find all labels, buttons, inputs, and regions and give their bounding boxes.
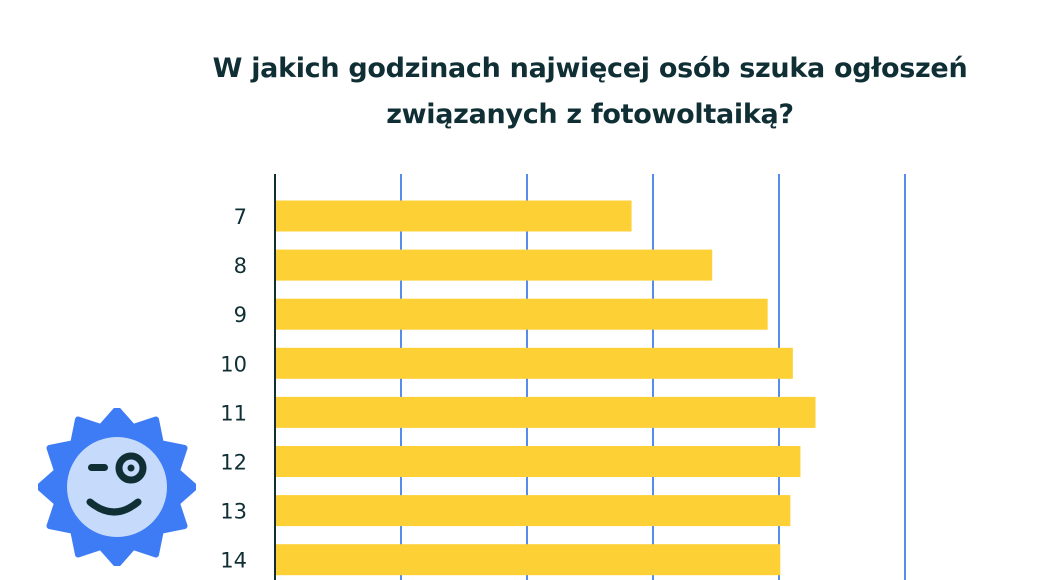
category-labels: 7 8 9 10 11 12 13 14 [220, 205, 247, 573]
bars [275, 200, 816, 576]
bar-hour-13 [275, 495, 791, 527]
category-label: 9 [234, 303, 247, 327]
bar-hour-10 [275, 347, 793, 379]
winking-sun-icon [38, 408, 196, 566]
category-label: 11 [220, 401, 247, 425]
bar-hour-7 [275, 200, 632, 232]
chart-title-line-2: związanych z fotowoltaiką? [386, 99, 794, 130]
sun-inner-face [67, 437, 167, 537]
category-label: 8 [234, 254, 247, 278]
chart-title-line-1: W jakich godzinach najwięcej osób szuka … [212, 53, 968, 84]
bar-hour-14 [275, 544, 781, 576]
open-eye-pupil [127, 464, 135, 472]
bar-hour-8 [275, 249, 713, 281]
category-label: 7 [234, 205, 247, 229]
closed-eye [88, 464, 108, 471]
category-label: 10 [220, 352, 247, 376]
smile [86, 498, 142, 516]
bar-hour-12 [275, 446, 801, 477]
chart-title: W jakich godzinach najwięcej osób szuka … [140, 46, 1040, 138]
category-label: 14 [220, 549, 247, 573]
open-eye [115, 452, 147, 484]
category-label: 13 [220, 500, 247, 524]
category-label: 12 [220, 451, 247, 475]
bar-hour-11 [275, 396, 816, 428]
bar-hour-9 [275, 298, 768, 330]
